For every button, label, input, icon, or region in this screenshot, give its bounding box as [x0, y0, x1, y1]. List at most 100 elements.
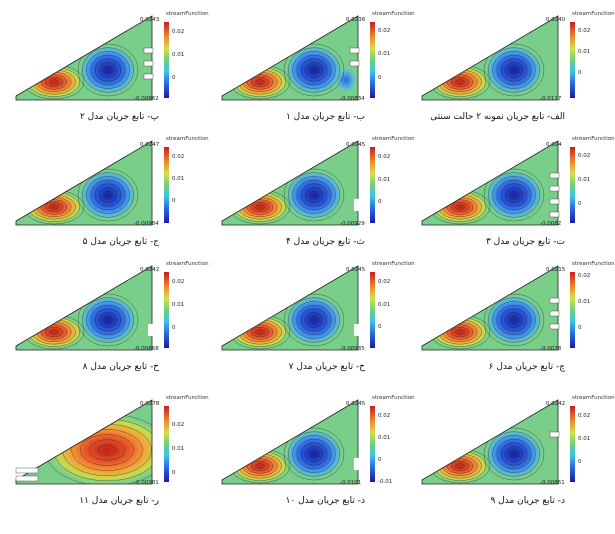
vortex-positive: [430, 65, 490, 99]
contour-line: [488, 172, 540, 218]
colorbar-title: streamFunction: [372, 395, 415, 401]
domain-boundary: [221, 265, 359, 351]
contour-line: [483, 293, 545, 347]
contour-line: [40, 199, 68, 215]
colorbar-max-label: 0.0243: [140, 17, 160, 23]
vortex-positive: [430, 315, 490, 349]
stream-function-panel: streamFunction 0.0236 -0.00834 0.02 0.01 0 ب- …: [218, 8, 415, 136]
colorbar-max-label: 0.024: [546, 142, 562, 148]
stream-function-panel: streamFunction 0.0240 -0.0117 0.02 0.01 0 الف-…: [418, 8, 615, 136]
colorbar: [164, 22, 169, 98]
colorbar-tick-label: 0: [578, 459, 582, 466]
outlet-gap: [354, 324, 359, 336]
colorbar-tick-label: 0.01: [578, 435, 591, 442]
colorbar-title: streamFunction: [572, 261, 615, 267]
stream-function-panel: streamFunction 0.0247 -0.00984 0.02 0.01 0 ج- …: [12, 133, 209, 261]
contour-line: [300, 308, 328, 332]
contour-line: [77, 168, 139, 222]
vortex-negative: [484, 428, 544, 480]
colorbar-tick-label: 0: [378, 456, 382, 463]
contour-line: [509, 450, 519, 458]
colorbar-title: streamFunction: [166, 11, 209, 17]
outlet-slot: [143, 73, 154, 80]
colorbar-max-label: 0.0245: [346, 142, 366, 148]
stream-function-field: [421, 15, 559, 101]
colorbar-tick-label: -0.01: [378, 478, 393, 485]
contour-line: [505, 187, 523, 203]
contour-line: [49, 329, 59, 335]
panel-caption: ر- تابع جریان مدل ۱۱: [79, 496, 159, 506]
domain-boundary: [421, 15, 559, 101]
colorbar: [164, 147, 169, 223]
stream-function-field: [421, 265, 560, 351]
contour-line: [483, 427, 545, 481]
contour-line: [77, 293, 139, 347]
vortex-negative: [284, 169, 344, 221]
vortex-negative: [284, 428, 344, 480]
contour-line: [446, 324, 474, 340]
panel-caption: پ- تابع جریان مدل ۲: [79, 112, 159, 122]
colorbar-tick-label: 0: [378, 199, 382, 206]
contour-line: [86, 51, 130, 89]
contour-line: [296, 304, 332, 336]
colorbar-max-label: 0.0242: [140, 267, 160, 273]
vortex-positive: [230, 315, 290, 349]
contour-line: [509, 191, 519, 199]
contour-line: [496, 54, 532, 86]
colorbar-max-label: 0.0245: [346, 401, 366, 407]
contour-line: [283, 427, 345, 481]
colorbar: [570, 406, 575, 482]
colorbar-tick-label: 0: [378, 75, 382, 82]
contour-line: [45, 76, 63, 88]
contour-line: [492, 435, 536, 473]
contour-line: [455, 329, 465, 335]
colorbar-tick-label: 0.01: [172, 176, 185, 183]
contour-line: [300, 442, 328, 466]
domain-boundary: [421, 399, 559, 485]
colorbar-tick-label: 0.02: [378, 279, 391, 286]
colorbar-tick-label: 0.01: [378, 301, 391, 308]
colorbar-title: streamFunction: [166, 136, 209, 142]
stream-function-panel: streamFunction 0.0215 -0.0078 0.02 0.01 0 چ- ت…: [418, 258, 615, 386]
contour-line: [451, 76, 469, 88]
contour-line: [309, 316, 319, 324]
contour-line: [505, 446, 523, 462]
contour-line: [488, 431, 540, 477]
vortex-negative: [484, 169, 544, 221]
contour-line: [103, 316, 113, 324]
contour-line: [509, 316, 519, 324]
contour-line: [255, 463, 265, 469]
contour-line: [283, 168, 345, 222]
contour-line: [509, 66, 519, 74]
panel-caption: ج- تابع جریان مدل ۵: [82, 237, 159, 247]
domain-boundary: [15, 399, 153, 485]
colorbar-min-label: -0.0117: [540, 96, 562, 102]
colorbar-max-label: 0.0215: [546, 267, 566, 273]
contour-line: [455, 463, 465, 469]
vortex-positive: [24, 65, 84, 99]
domain-boundary: [421, 265, 559, 351]
contour-line: [246, 324, 274, 340]
contour-line: [305, 446, 323, 462]
contour-line: [283, 293, 345, 347]
contour-line: [255, 204, 265, 210]
colorbar-min-label: -0.00935: [340, 346, 365, 352]
colorbar-title: streamFunction: [166, 261, 209, 267]
vortex-negative: [78, 169, 138, 221]
domain-boundary: [221, 399, 359, 485]
contour-line: [82, 297, 134, 343]
contour-line: [251, 460, 269, 472]
colorbar-tick-label: 0: [578, 324, 582, 331]
colorbar: [570, 272, 575, 348]
contour-line: [492, 176, 536, 214]
outlet-slot: [349, 60, 360, 67]
outlet-slot: [549, 310, 560, 317]
contour-line: [488, 47, 540, 93]
colorbar: [570, 22, 575, 98]
colorbar-tick-label: 0.02: [172, 421, 185, 428]
stream-function-panel: streamFunction 0.024 -0.0082 0.02 0.01 0 ت- تا…: [418, 133, 615, 261]
colorbar-title: streamFunction: [166, 395, 209, 401]
contour-line: [296, 438, 332, 470]
stream-function-panel: streamFunction 0.0245 -0.00929 0.02 0.01 0 ث- …: [218, 133, 415, 261]
contour-line: [86, 176, 130, 214]
